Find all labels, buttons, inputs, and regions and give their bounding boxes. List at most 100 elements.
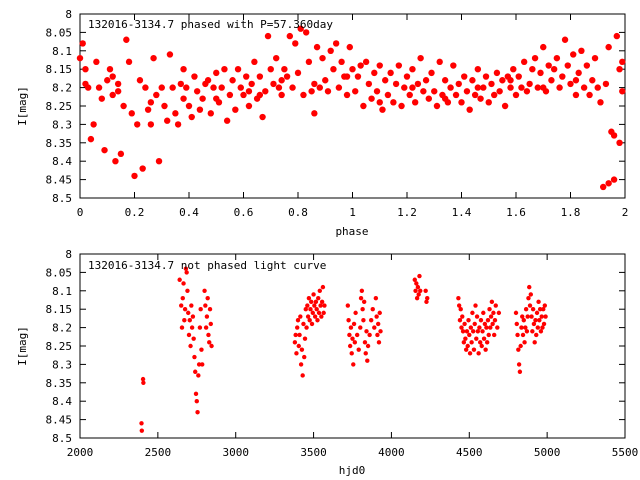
data-point bbox=[308, 307, 313, 312]
data-point bbox=[300, 373, 305, 378]
data-point bbox=[294, 351, 299, 356]
data-point bbox=[365, 358, 370, 363]
data-point bbox=[298, 314, 303, 319]
x-tick-label: 3500 bbox=[300, 446, 327, 459]
y-tick-label: 8.4 bbox=[52, 155, 72, 168]
data-point bbox=[179, 303, 184, 308]
data-point bbox=[147, 99, 155, 106]
data-point bbox=[464, 329, 470, 334]
y-tick-label: 8.35 bbox=[46, 137, 73, 150]
data-point bbox=[193, 88, 201, 95]
data-point bbox=[480, 84, 487, 91]
data-point bbox=[199, 95, 206, 102]
data-point bbox=[141, 380, 146, 385]
y-tick-label: 8 bbox=[65, 8, 72, 21]
data-point bbox=[375, 321, 381, 327]
data-point bbox=[462, 321, 467, 327]
data-point bbox=[469, 340, 474, 345]
data-point bbox=[361, 318, 366, 323]
data-point bbox=[301, 321, 306, 327]
data-point bbox=[313, 299, 319, 305]
data-point bbox=[286, 32, 294, 40]
data-point bbox=[370, 307, 375, 312]
data-point bbox=[196, 362, 202, 367]
data-point bbox=[514, 321, 519, 327]
data-point bbox=[538, 329, 544, 334]
data-point bbox=[540, 325, 545, 330]
data-point bbox=[343, 73, 351, 80]
data-point bbox=[474, 84, 482, 91]
data-point bbox=[335, 84, 343, 91]
data-point bbox=[457, 318, 463, 323]
data-point bbox=[306, 295, 312, 301]
data-point bbox=[507, 84, 514, 91]
x-tick-label: 1.6 bbox=[506, 206, 526, 219]
data-point bbox=[300, 91, 307, 99]
data-point bbox=[363, 351, 368, 356]
data-point bbox=[308, 88, 315, 95]
data-point bbox=[493, 69, 501, 77]
data-point bbox=[188, 343, 193, 349]
data-point bbox=[537, 318, 542, 323]
y-tick-label: 8.3 bbox=[52, 118, 72, 131]
data-point bbox=[309, 299, 314, 305]
data-point bbox=[310, 310, 315, 316]
data-point bbox=[299, 347, 305, 352]
data-point bbox=[208, 321, 213, 327]
data-point bbox=[529, 66, 536, 73]
data-point bbox=[452, 91, 460, 99]
data-point bbox=[610, 132, 618, 139]
data-point bbox=[489, 299, 495, 305]
data-point bbox=[292, 40, 299, 47]
data-point bbox=[315, 318, 320, 323]
unphased-light-curve-plot: 2000 2500 3000 3500 4000 4500 5000 5500 8 8.05 8.1… bbox=[16, 248, 638, 477]
data-point bbox=[441, 77, 449, 84]
data-point bbox=[537, 307, 543, 312]
data-point bbox=[523, 307, 529, 312]
data-point bbox=[495, 325, 500, 330]
data-point bbox=[87, 135, 95, 143]
data-point bbox=[186, 332, 192, 338]
data-point bbox=[302, 336, 308, 341]
data-point bbox=[491, 310, 496, 316]
y-tick-label: 8.45 bbox=[46, 414, 73, 427]
data-point bbox=[409, 84, 416, 91]
data-point bbox=[245, 88, 253, 95]
data-point bbox=[188, 113, 195, 121]
data-point bbox=[169, 84, 176, 91]
data-point bbox=[292, 340, 298, 345]
data-point bbox=[90, 121, 97, 128]
data-point bbox=[481, 336, 487, 341]
data-point bbox=[458, 99, 465, 106]
data-point bbox=[376, 62, 383, 69]
data-point bbox=[194, 399, 199, 404]
data-point bbox=[346, 318, 351, 323]
data-point bbox=[470, 310, 475, 316]
data-point bbox=[512, 91, 520, 99]
y-axis-label: I[mag] bbox=[16, 326, 29, 366]
data-point bbox=[518, 84, 525, 91]
data-point bbox=[479, 343, 484, 349]
data-point bbox=[477, 325, 482, 330]
data-point bbox=[305, 303, 310, 308]
data-point bbox=[353, 310, 358, 316]
data-point bbox=[356, 347, 361, 352]
data-point bbox=[406, 91, 413, 99]
data-point bbox=[289, 84, 296, 91]
data-point bbox=[186, 310, 191, 316]
data-point bbox=[313, 43, 321, 51]
data-point bbox=[619, 58, 626, 66]
data-point bbox=[469, 77, 476, 84]
data-point bbox=[431, 88, 438, 95]
data-point bbox=[354, 332, 360, 338]
data-point bbox=[367, 332, 372, 338]
data-point bbox=[471, 347, 477, 352]
data-point bbox=[82, 66, 89, 73]
data-point bbox=[293, 332, 298, 338]
data-point bbox=[190, 314, 196, 319]
data-point bbox=[564, 62, 571, 69]
data-point bbox=[295, 318, 301, 323]
data-point bbox=[580, 84, 588, 91]
data-point bbox=[467, 351, 473, 356]
data-point bbox=[550, 66, 558, 73]
